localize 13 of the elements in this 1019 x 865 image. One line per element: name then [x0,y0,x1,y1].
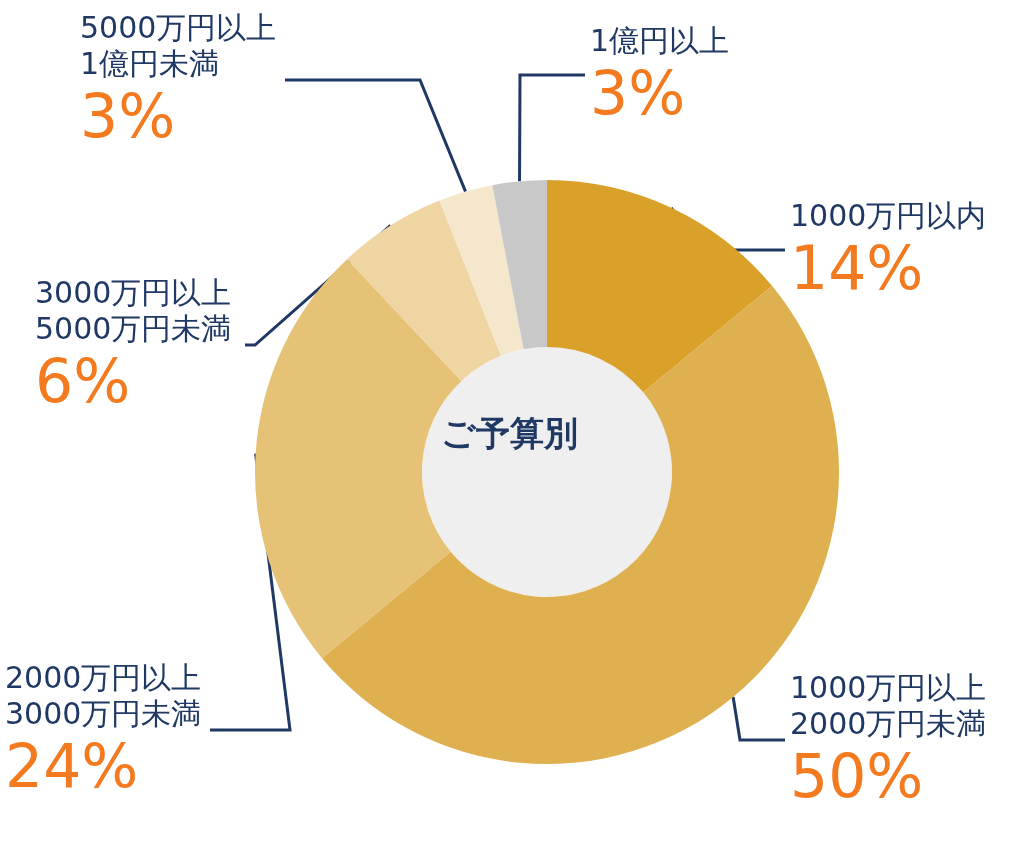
slice-label: 1億円以上 [590,22,730,58]
data-label: 6% [35,346,131,416]
slice-label: 3000万円以上 5000万円未満 [35,274,232,346]
slice-label: 5000万円以上 1億円未満 [80,9,277,81]
data-label: 3% [590,58,686,128]
data-label: 3% [80,81,176,151]
data-label: 14% [790,233,924,303]
slice-label: 1000万円以内 [790,197,987,233]
text: ご予算別 [441,412,578,453]
data-label: 24% [5,731,139,801]
slice-label: 1000万円以上 2000万円未満 [790,669,987,741]
slice-label: 2000万円以上 3000万円未満 [5,659,202,731]
data-label: 50% [790,741,924,811]
